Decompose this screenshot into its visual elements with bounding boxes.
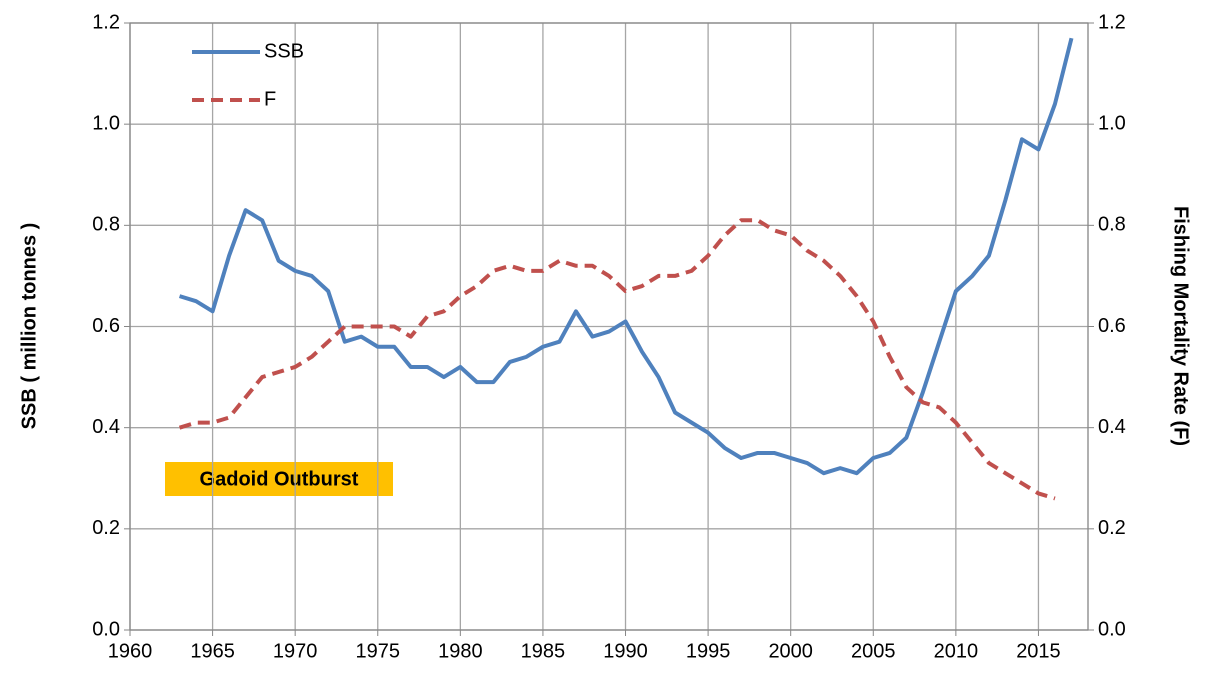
y-tick-label: 0.0 [92, 618, 120, 640]
x-tick-label: 2005 [851, 640, 896, 662]
series-line [178, 218, 1056, 501]
y2-tick-label: 0.6 [1098, 315, 1126, 337]
y2-tick-label: 0.0 [1098, 618, 1126, 640]
plot-frame [129, 22, 1089, 631]
x-tick-label: 1990 [603, 640, 648, 662]
annotation: Gadoid Outburst [200, 468, 359, 490]
y-tick-label: 0.2 [92, 517, 120, 539]
x-tick-label: 2000 [768, 640, 813, 662]
series-line [178, 37, 1074, 476]
x-tick-label: 1960 [108, 640, 153, 662]
y2-tick-label: 0.2 [1098, 517, 1126, 539]
annotation-box [165, 462, 393, 496]
y-tick-label: 0.4 [92, 416, 120, 438]
y-tick-label: 0.8 [92, 214, 120, 236]
legend-label: SSB [264, 40, 304, 62]
x-tick-label: 1995 [686, 640, 731, 662]
x-tick-label: 1980 [438, 640, 483, 662]
x-tick-label: 1970 [273, 640, 318, 662]
y-axis-label: SSB ( million tonnes ) [18, 223, 40, 430]
x-tick-label: 1985 [521, 640, 566, 662]
y-tick-label: 1.0 [92, 112, 120, 134]
x-tick-label: 1965 [190, 640, 235, 662]
y-tick-label: 1.2 [92, 11, 120, 33]
y2-tick-label: 1.0 [1098, 112, 1126, 134]
y2-axis-label: Fishing Mortality Rate (F) [1170, 206, 1192, 446]
legend-label: F [264, 88, 276, 110]
y2-tick-label: 1.2 [1098, 11, 1126, 33]
y-tick-label: 0.6 [92, 315, 120, 337]
x-tick-label: 2010 [934, 640, 979, 662]
x-tick-label: 2015 [1016, 640, 1061, 662]
y2-tick-label: 0.8 [1098, 214, 1126, 236]
x-tick-label: 1975 [356, 640, 401, 662]
y2-tick-label: 0.4 [1098, 416, 1126, 438]
